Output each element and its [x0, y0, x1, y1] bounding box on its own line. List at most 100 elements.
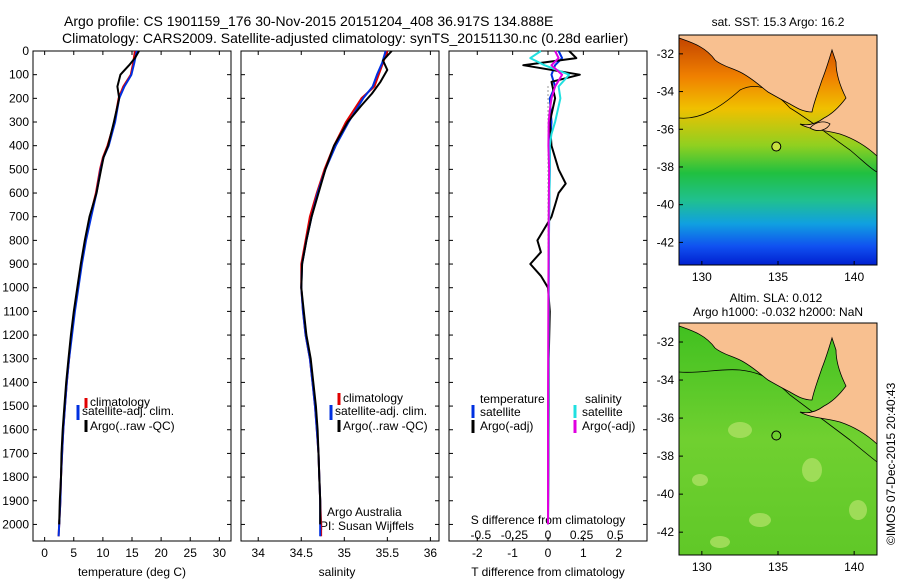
legend-label-s-argo: Argo(-adj) [582, 419, 635, 433]
top-tick-label: 0.5 [607, 528, 624, 542]
y-tick-label: 1200 [2, 328, 29, 342]
top-tick-label: 0.25 [570, 528, 594, 542]
sla-map-title-1: Altim. SLA: 0.012 [730, 291, 823, 305]
map-x-tick-label: 140 [844, 560, 864, 574]
x-tick-label: 2 [615, 546, 622, 560]
map-y-tick-label: -38 [657, 449, 675, 463]
series-line-2 [58, 50, 140, 525]
legend-header-salinity: salinity [585, 392, 622, 406]
top-tick-label: -0.25 [501, 528, 529, 542]
legend-label-argo: Argo(..raw -QC) [90, 419, 175, 433]
annotation-pi: PI: Susan Wijffels [320, 519, 414, 533]
x-tick-label: 25 [184, 546, 198, 560]
x-tick-label: 0 [545, 546, 552, 560]
y-tick-label: 1700 [2, 446, 29, 460]
x-tick-label: 34.5 [290, 546, 314, 560]
annotation-argo-australia: Argo Australia [327, 505, 402, 519]
map-y-tick-label: -38 [657, 160, 675, 174]
y-tick-label: 200 [9, 91, 29, 105]
map-y-tick-label: -32 [657, 335, 675, 349]
sst-map-title: sat. SST: 15.3 Argo: 16.2 [712, 15, 845, 29]
map-y-tick-label: -40 [657, 487, 675, 501]
y-tick-label: 700 [9, 210, 29, 224]
y-tick-label: 500 [9, 162, 29, 176]
y-tick-label: 900 [9, 257, 29, 271]
map-x-tick-label: 135 [768, 560, 788, 574]
y-tick-label: 400 [9, 139, 29, 153]
map-x-tick-label: 130 [692, 270, 712, 284]
x-tick-label: 35 [338, 546, 352, 560]
legend-label-satellite: satellite-adj. clim. [335, 404, 427, 418]
legend-label-s-satellite: satellite [582, 405, 623, 419]
map-x-tick-label: 135 [768, 270, 788, 284]
legend-label-t-satellite: satellite [480, 405, 521, 419]
salinity-profile-panel: salinity climatology satellite-adj. clim… [240, 50, 440, 579]
imos-timestamp: ©IMOS 07-Dec-2015 20:40:43 [884, 382, 898, 545]
difference-profile-panel: S difference from climatology T differen… [448, 50, 648, 579]
sla-map-land [678, 322, 878, 445]
map-y-tick-label: -34 [657, 85, 675, 99]
map-x-tick-label: 130 [692, 560, 712, 574]
salinity-legend: climatology satellite-adj. clim. Argo(..… [329, 391, 428, 433]
y-tick-label: 100 [9, 68, 29, 82]
y-tick-label: 1800 [2, 470, 29, 484]
map-y-tick-label: -36 [657, 122, 675, 136]
legend-label-climatology: climatology [343, 391, 403, 405]
map-y-tick-label: -34 [657, 373, 675, 387]
salinity-xlabel: salinity [319, 565, 356, 579]
sst-map: sat. SST: 15.3 Argo: 16.2 130 135 140 -32 -3… [657, 15, 878, 284]
y-tick-label: 1900 [2, 494, 29, 508]
legend-header-temperature: temperature [480, 392, 545, 406]
sst-map-contour [678, 85, 878, 173]
series-line-2 [300, 50, 393, 525]
y-tick-label: 1000 [2, 281, 29, 295]
y-tick-label: 0 [22, 44, 29, 58]
map-y-tick-label: -32 [657, 47, 675, 61]
x-tick-label: 20 [154, 546, 168, 560]
y-tick-label: 300 [9, 115, 29, 129]
x-tick-label: 15 [125, 546, 139, 560]
temperature-profile-panel: temperature (deg C) climatology satellit… [2, 44, 232, 579]
sla-map-title-2: Argo h1000: -0.032 h2000: NaN [693, 305, 863, 319]
x-tick-label: 30 [213, 546, 227, 560]
y-tick-label: 1400 [2, 375, 29, 389]
legend-label-satellite: satellite-adj. clim. [82, 404, 174, 418]
y-tick-label: 1600 [2, 423, 29, 437]
legend-label-argo: Argo(..raw -QC) [343, 419, 428, 433]
header-line-2: Climatology: CARS2009. Satellite-adjuste… [62, 30, 628, 46]
sst-map-island [809, 121, 831, 131]
sla-map-blobs [692, 422, 867, 548]
x-tick-label: 34 [252, 546, 266, 560]
series-line-3 [547, 50, 564, 525]
difference-legend: temperature salinity satellite Argo(-adj… [471, 392, 635, 433]
x-tick-label: 35.5 [376, 546, 400, 560]
legend-label-t-argo: Argo(-adj) [480, 419, 533, 433]
x-tick-label: 0 [41, 546, 48, 560]
y-tick-label: 1100 [3, 304, 29, 318]
x-tick-label: 36 [424, 546, 438, 560]
temperature-legend: climatology satellite-adj. clim. Argo(..… [76, 395, 175, 433]
y-tick-label: 800 [9, 233, 29, 247]
map-y-tick-label: -42 [657, 525, 675, 539]
map-y-tick-label: -40 [657, 198, 675, 212]
map-x-tick-label: 140 [844, 270, 864, 284]
difference-xlabel: T difference from climatology [471, 565, 625, 579]
map-y-tick-label: -42 [657, 235, 675, 249]
x-tick-label: 5 [70, 546, 77, 560]
y-tick-label: 1300 [2, 352, 29, 366]
map-y-tick-label: -36 [657, 411, 675, 425]
x-tick-label: 10 [96, 546, 110, 560]
x-tick-label: -2 [472, 546, 483, 560]
x-tick-label: 1 [580, 546, 587, 560]
top-tick-label: -0.5 [470, 528, 491, 542]
top-tick-label: 0 [545, 528, 552, 542]
sla-map-contour [678, 369, 878, 463]
temperature-xlabel: temperature (deg C) [78, 565, 186, 579]
sla-map: Altim. SLA: 0.012 Argo h1000: -0.032 h20… [657, 291, 878, 574]
header-line-1: Argo profile: CS 1901159_176 30-Nov-2015… [64, 13, 553, 29]
y-tick-label: 600 [9, 186, 29, 200]
y-tick-label: 1500 [2, 399, 29, 413]
argo-location-marker [771, 430, 782, 441]
argo-location-marker [771, 141, 782, 152]
